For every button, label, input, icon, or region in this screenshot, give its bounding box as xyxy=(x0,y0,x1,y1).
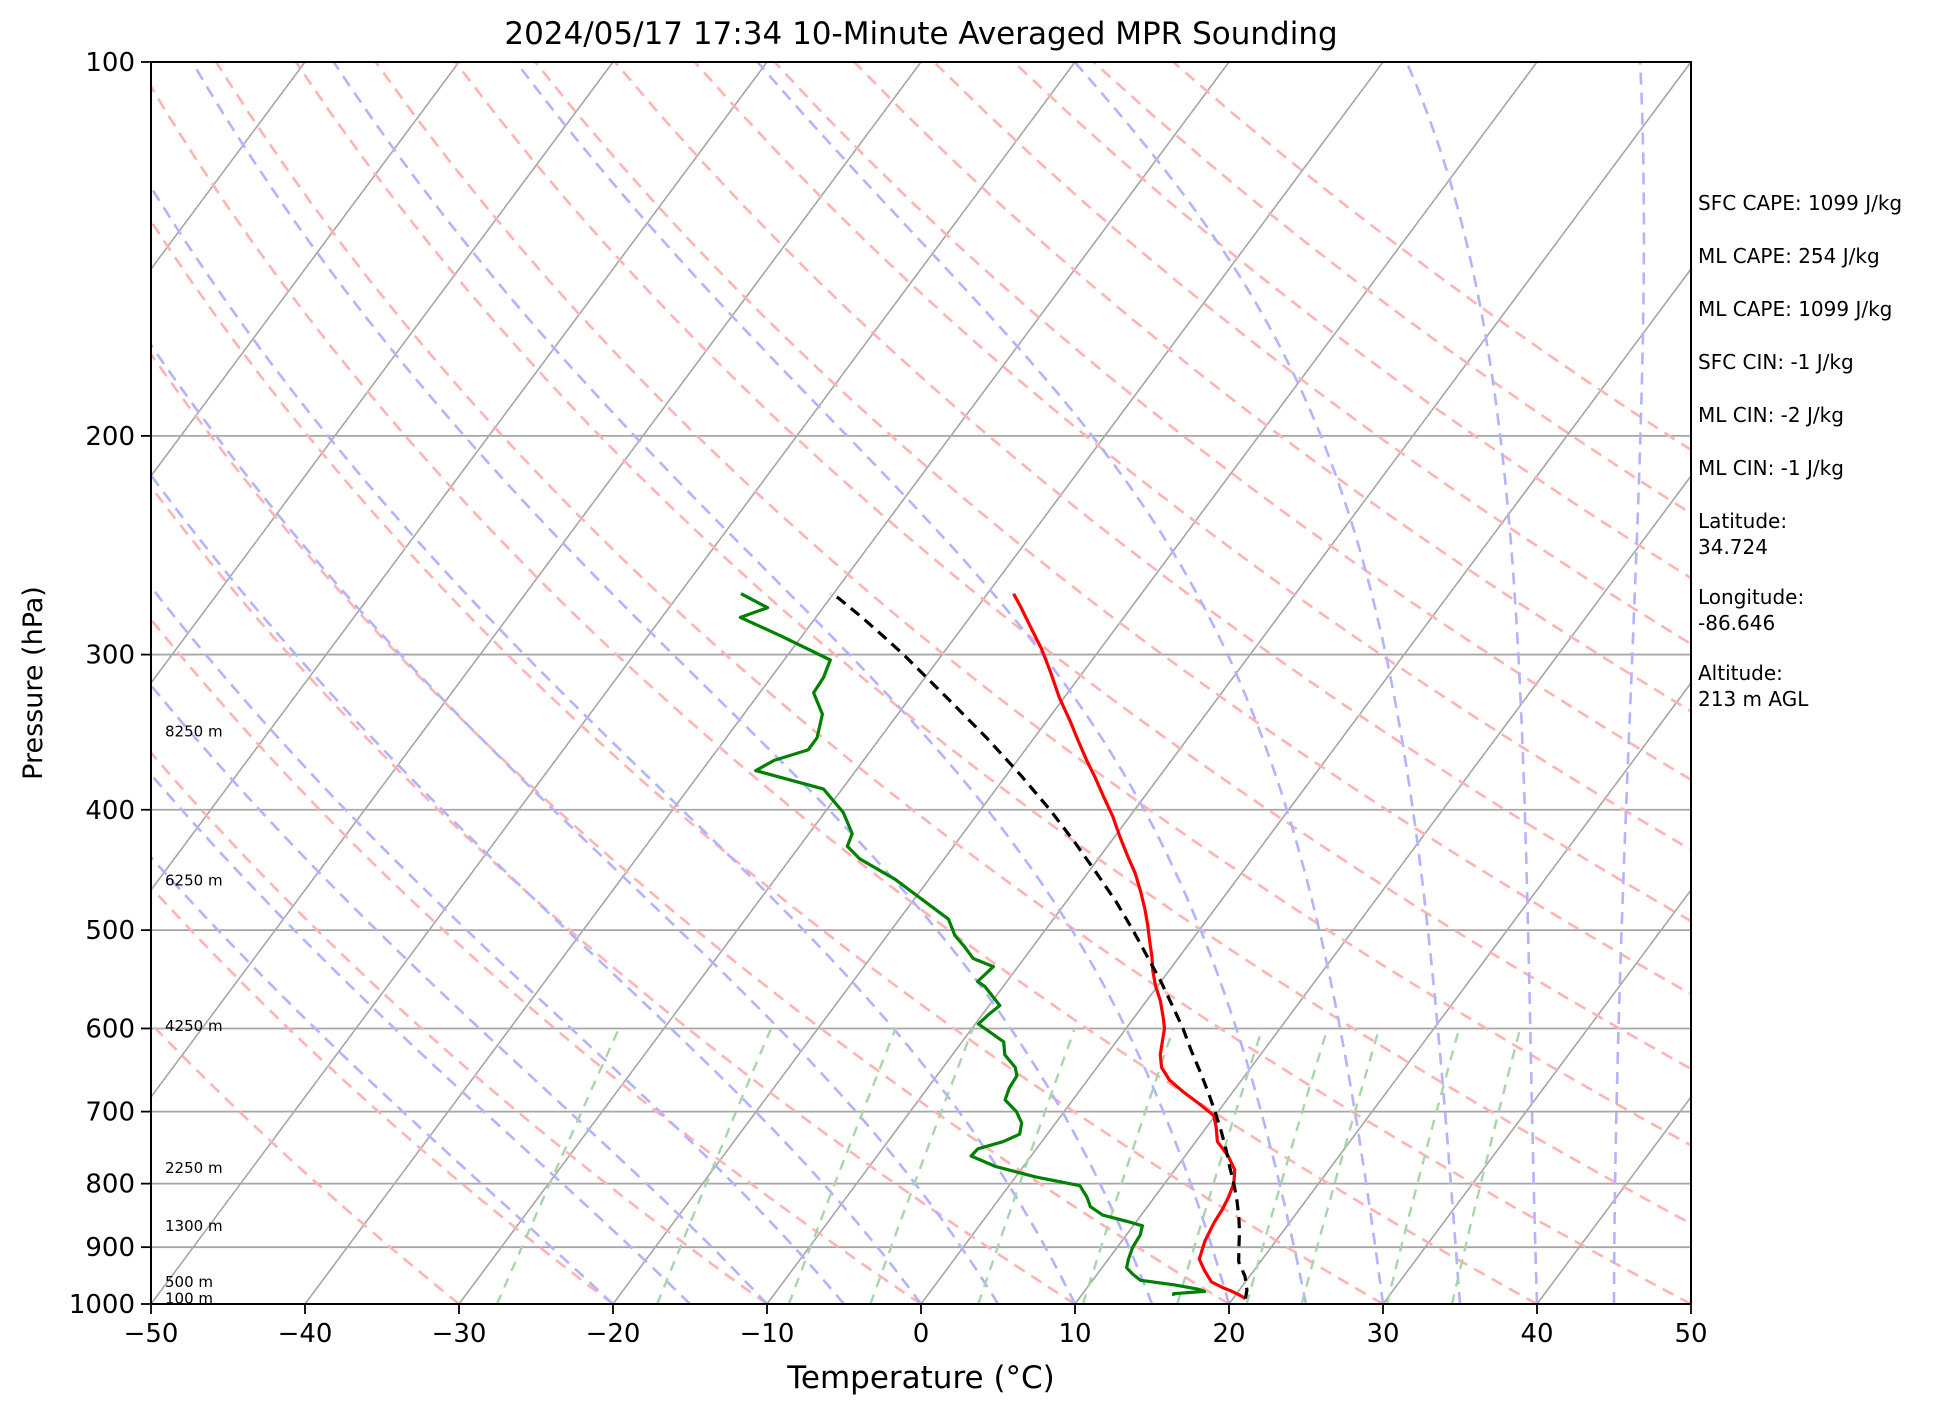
x-tick-label: −40 xyxy=(278,1319,333,1349)
chart-title: 2024/05/17 17:34 10-Minute Averaged MPR … xyxy=(504,16,1337,52)
y-tick-label: 100 xyxy=(85,48,135,78)
altitude-label: Altitude: xyxy=(1698,660,1928,686)
mixing-ratio-line xyxy=(1302,1029,1380,1305)
isotherm-gridline xyxy=(151,62,1075,1304)
moist-adiabat xyxy=(192,62,1152,1304)
parcel-profile-line xyxy=(830,594,1247,1299)
height-label: 500 m xyxy=(165,1273,213,1291)
y-tick-label: 600 xyxy=(85,1014,135,1044)
moist-adiabat xyxy=(334,62,1229,1304)
isotherm-gridline xyxy=(0,62,921,1304)
altitude-value: 213 m AGL xyxy=(1698,686,1928,712)
x-tick-label: 0 xyxy=(913,1319,930,1349)
isotherm-gridline xyxy=(767,62,1691,1304)
stat-ml-cin: ML CIN: -2 J/kg xyxy=(1698,402,1928,428)
moist-adiabat xyxy=(0,62,998,1304)
moist-adiabat xyxy=(758,62,1384,1304)
height-label: 6250 m xyxy=(165,871,223,889)
mixing-ratio-line xyxy=(870,1029,972,1305)
mixing-ratio-line xyxy=(657,1029,771,1305)
dry-adiabat xyxy=(296,62,1845,1304)
stat-ml-cape-2: ML CAPE: 1099 J/kg xyxy=(1698,296,1928,322)
moist-adiabat xyxy=(1075,62,1460,1304)
y-tick-label: 400 xyxy=(85,796,135,826)
longitude-value: -86.646 xyxy=(1698,610,1928,636)
isotherm-gridline xyxy=(459,62,1383,1304)
y-tick-label: 800 xyxy=(85,1170,135,1200)
altitude-info: Altitude: 213 m AGL xyxy=(1698,660,1928,712)
x-tick-label: 10 xyxy=(1058,1319,1091,1349)
moist-adiabat xyxy=(516,62,1306,1304)
longitude-info: Longitude: -86.646 xyxy=(1698,584,1928,636)
x-tick-label: 30 xyxy=(1366,1319,1399,1349)
x-axis-label: Temperature (°C) xyxy=(786,1360,1055,1396)
height-label: 1300 m xyxy=(165,1217,223,1235)
y-tick-label: 700 xyxy=(85,1098,135,1128)
height-label: 8250 m xyxy=(165,723,223,741)
dry-adiabat xyxy=(216,62,1691,1304)
latitude-info: Latitude: 34.724 xyxy=(1698,508,1928,560)
latitude-value: 34.724 xyxy=(1698,534,1928,560)
x-tick-label: −10 xyxy=(740,1319,795,1349)
moist-adiabat xyxy=(1407,62,1537,1304)
x-tick-label: 20 xyxy=(1212,1319,1245,1349)
longitude-label: Longitude: xyxy=(1698,584,1928,610)
isotherm-gridline xyxy=(305,62,1229,1304)
x-tick-label: 50 xyxy=(1674,1319,1707,1349)
x-tick-label: −30 xyxy=(432,1319,487,1349)
latitude-label: Latitude: xyxy=(1698,508,1928,534)
x-tick-label: −50 xyxy=(124,1319,179,1349)
x-tick-label: −20 xyxy=(586,1319,641,1349)
y-tick-label: 300 xyxy=(85,641,135,671)
y-tick-label: 500 xyxy=(85,916,135,946)
mixing-ratio-line xyxy=(789,1029,896,1305)
isotherm-gridline xyxy=(0,62,459,1304)
sounding-stats-panel: SFC CAPE: 1099 J/kg ML CAPE: 254 J/kg ML… xyxy=(1698,190,1928,736)
isotherm-gridline xyxy=(613,62,1537,1304)
height-label: 2250 m xyxy=(165,1159,223,1177)
dry-adiabat xyxy=(0,62,459,1304)
dry-adiabat xyxy=(57,62,1383,1304)
y-tick-label: 200 xyxy=(85,422,135,452)
stat-ml-cape: ML CAPE: 254 J/kg xyxy=(1698,243,1928,269)
y-axis-label: Pressure (hPa) xyxy=(18,586,49,780)
stat-sfc-cin: SFC CIN: -1 J/kg xyxy=(1698,349,1928,375)
height-label: 4250 m xyxy=(165,1017,223,1035)
y-tick-label: 900 xyxy=(85,1233,135,1263)
dewpoint-profile-line xyxy=(740,594,1204,1296)
dry-adiabat xyxy=(0,62,1229,1304)
y-tick-label: 1000 xyxy=(69,1290,135,1320)
x-tick-label: 40 xyxy=(1520,1319,1553,1349)
stat-sfc-cape: SFC CAPE: 1099 J/kg xyxy=(1698,190,1928,216)
stat-ml-cin-2: ML CIN: -1 J/kg xyxy=(1698,455,1928,481)
